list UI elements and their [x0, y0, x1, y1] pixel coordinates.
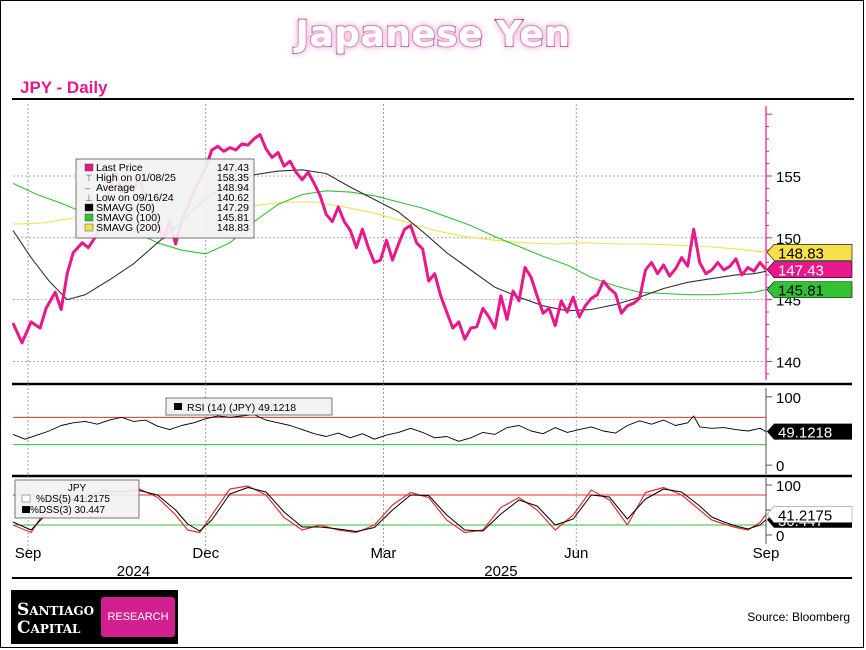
tag-label: 41.2175	[778, 507, 832, 524]
stochastic-last-value-tag: 41.2175	[766, 506, 853, 524]
legend-title: JPY	[68, 483, 87, 494]
x-tick-label: Dec	[192, 545, 219, 562]
tag-shape	[766, 243, 853, 261]
series-line-dss3	[12, 487, 767, 532]
rsi-last-value-tag: 49.1218	[767, 423, 852, 442]
chart-subtitle: JPY - Daily	[20, 78, 108, 97]
legend-label: SMAVG (50)	[96, 202, 155, 214]
legend-value: 140.62	[217, 192, 249, 204]
x-year-label: 2024	[117, 563, 150, 580]
tag-shape	[766, 281, 853, 298]
tag-shape	[766, 261, 853, 278]
legend-label: Average	[96, 182, 135, 194]
x-tick-label: Jun	[564, 545, 588, 562]
legend-box	[165, 397, 333, 416]
legend-swatch	[84, 163, 94, 172]
tag-label: 145.81	[778, 283, 824, 300]
legend-value: 147.29	[217, 202, 249, 214]
price-y-tick-label: 150	[776, 231, 801, 248]
tag-label: 147.43	[778, 263, 824, 280]
x-tick-label: Sep	[753, 545, 780, 562]
legend-label: %DS(5) 41.2175	[36, 494, 110, 505]
price-y-tick-label: 140	[776, 354, 801, 371]
legend-swatch	[21, 494, 31, 503]
legend-swatch	[84, 223, 94, 232]
last-value-tag: 147.43	[766, 261, 853, 280]
legend-box	[14, 479, 140, 519]
legend-value: 148.94	[217, 182, 249, 194]
stochastic-y-tick-label: 100	[776, 478, 801, 495]
legend-swatch	[84, 203, 94, 212]
legend-label: RSI (14) (JPY) 49.1218	[187, 402, 296, 414]
legend-value: 147.43	[217, 162, 249, 174]
rsi-legend: RSI (14) (JPY) 49.1218	[165, 397, 333, 416]
price-y-tick-label: 155	[776, 169, 801, 186]
x-year-label: 2025	[484, 563, 517, 580]
logo-line2: Capital	[17, 618, 81, 638]
tag-shape	[767, 423, 852, 440]
series-line-smavg-50	[12, 169, 767, 312]
legend-marker: ⊤	[85, 173, 93, 183]
logo-research-badge: RESEARCH	[101, 597, 175, 637]
x-tick-label: Sep	[15, 545, 42, 562]
stochastic-y-tick-label: 0	[776, 528, 784, 545]
legend-value: 158.35	[217, 172, 249, 184]
legend-value: 145.81	[217, 212, 249, 224]
legend-label: SMAVG (100)	[96, 212, 161, 224]
title-divider	[12, 98, 854, 100]
legend-swatch	[84, 213, 94, 222]
logo-wordmark: Santiago Capital	[17, 601, 94, 637]
x-tick-label: Mar	[371, 545, 397, 562]
stochastic-legend: JPY%DS(5) 41.2175%DSS(3) 30.447	[14, 479, 140, 519]
price-legend: Last Price 147.43 ⊤ High on 01/08/25 158.35 –…	[75, 158, 255, 239]
last-value-tag: 145.81	[766, 281, 853, 300]
legend-label: Last Price	[96, 162, 143, 174]
page-title: Japanese Yen	[295, 13, 571, 56]
logo-line1: Santiago	[17, 600, 95, 620]
tag-shape	[766, 506, 853, 523]
legend-label: High on 01/08/25	[96, 172, 176, 184]
legend-label: SMAVG (200)	[96, 222, 161, 234]
tag-label: 49.1218	[778, 425, 832, 442]
santiago-capital-logo: Santiago Capital RESEARCH	[11, 590, 178, 644]
legend-label: Low on 09/16/24	[96, 192, 174, 204]
legend-marker: ⊥	[85, 193, 93, 203]
legend-swatch	[22, 506, 30, 513]
legend-label: %DSS(3) 30.447	[30, 505, 105, 516]
tag-label: 148.83	[778, 245, 824, 262]
rsi-y-tick-label: 100	[776, 390, 801, 407]
last-value-tag: 148.83	[766, 243, 853, 262]
legend-box	[75, 158, 255, 239]
series-line-rsi	[12, 414, 767, 442]
source-note: Source: Bloomberg	[747, 610, 850, 624]
legend-value: 148.83	[217, 222, 249, 234]
rsi-y-tick-label: 0	[776, 458, 784, 475]
legend-marker: –	[85, 183, 90, 193]
legend-swatch	[174, 403, 182, 410]
